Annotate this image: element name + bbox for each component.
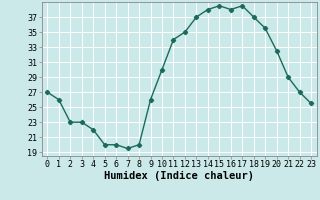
X-axis label: Humidex (Indice chaleur): Humidex (Indice chaleur) (104, 171, 254, 181)
